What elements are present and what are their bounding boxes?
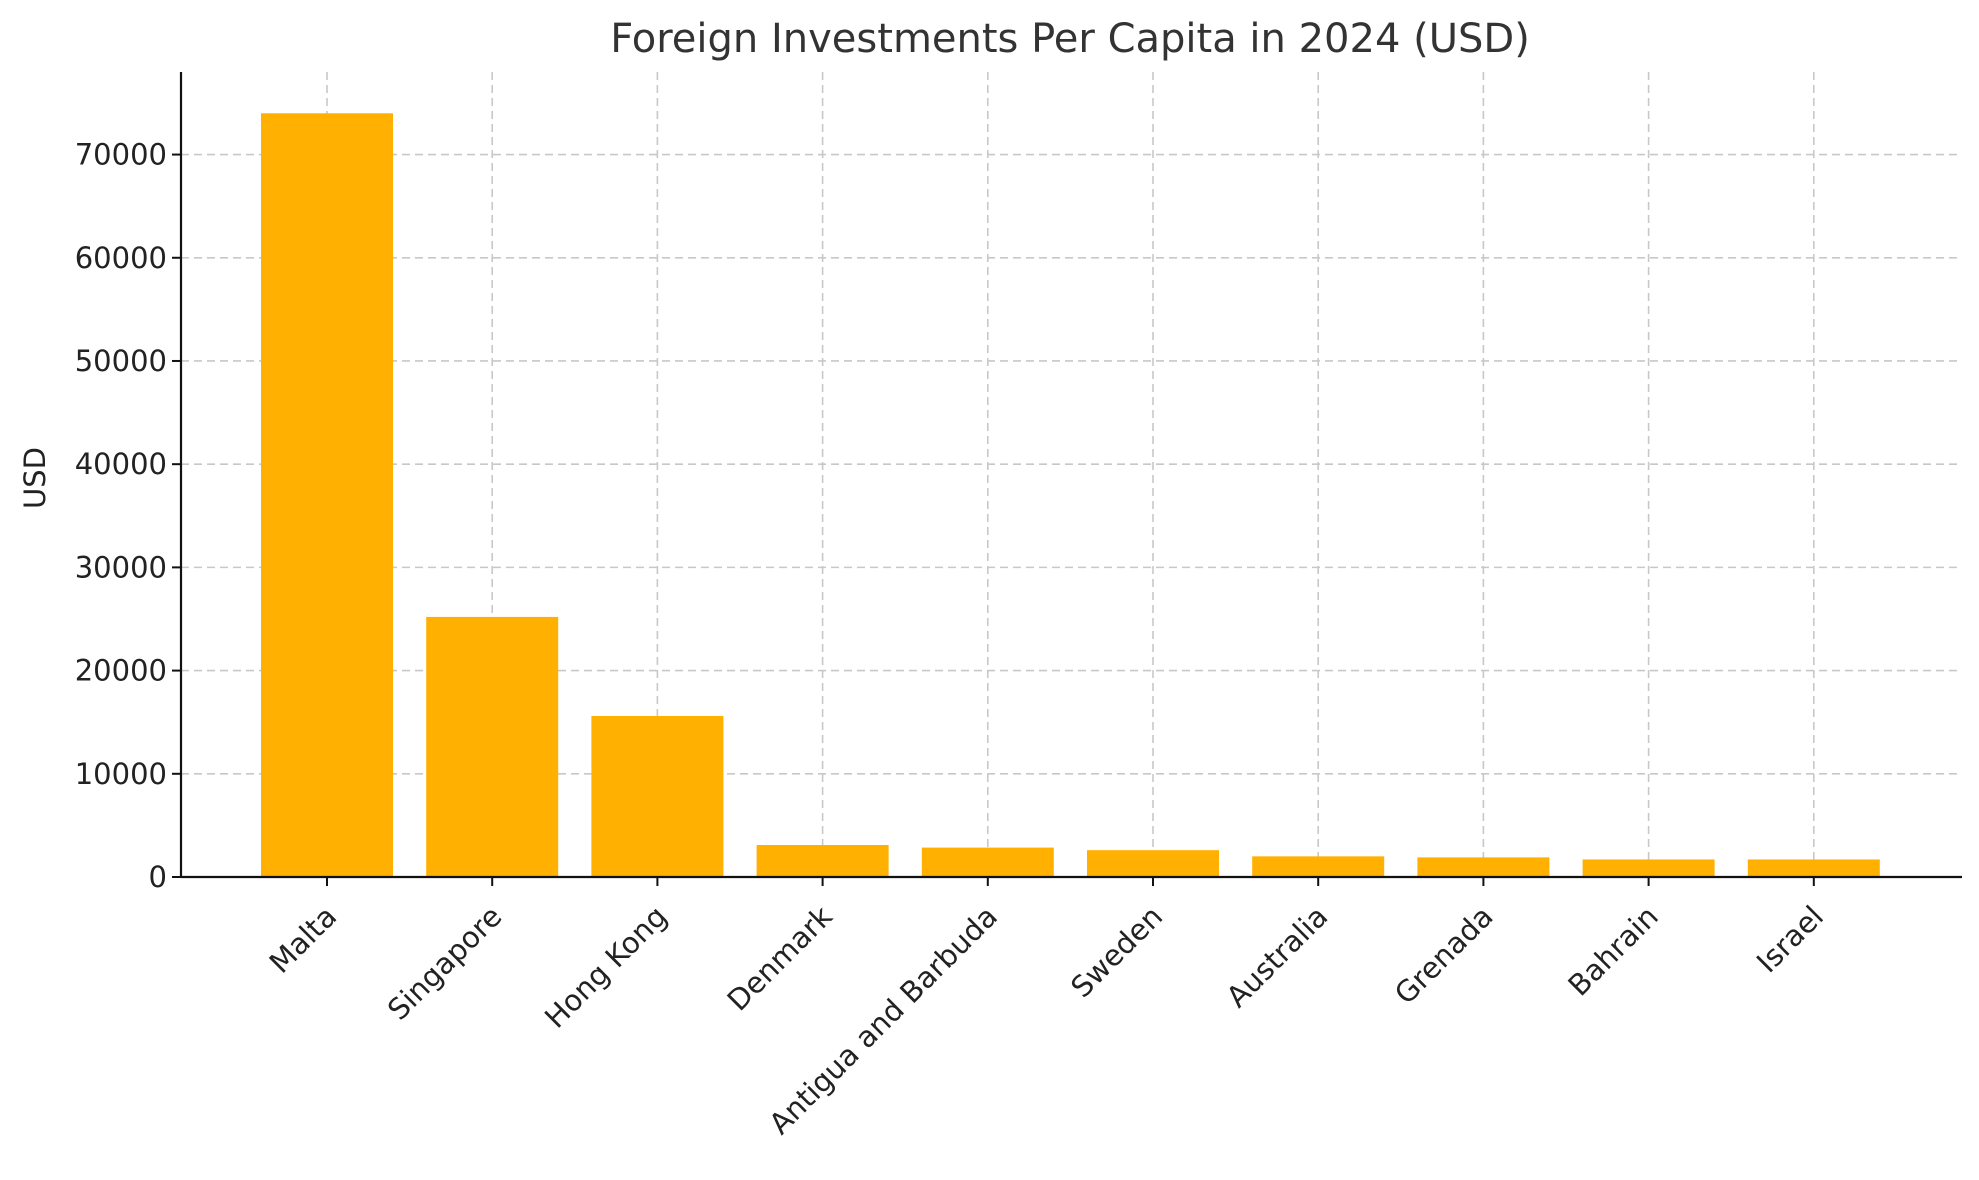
x-tick-label: Australia [1220,899,1335,1014]
y-axis-label: USD [18,447,52,509]
x-tick-label: Israel [1750,899,1830,979]
x-tick-label: Malta [263,899,344,980]
y-tick-label: 30000 [75,550,167,584]
x-tick-label: Singapore [381,899,509,1027]
bar [591,716,724,877]
y-tick-label: 50000 [75,344,167,378]
x-tick-label: Bahrain [1561,899,1664,1002]
y-tick-label: 20000 [75,654,167,688]
bar [1252,856,1385,877]
x-tick-label: Grenada [1388,899,1500,1011]
chart-title: Foreign Investments Per Capita in 2024 (… [610,16,1530,62]
y-tick-label: 10000 [75,757,167,791]
bar [1417,857,1550,877]
bars [261,113,1880,878]
y-tick-label: 60000 [75,241,167,275]
y-tick-label: 0 [149,860,167,894]
y-tick-label: 70000 [75,138,167,172]
bar [261,113,393,878]
bar [756,845,889,877]
bar [1087,850,1219,877]
bar [921,847,1054,877]
y-tick-label: 40000 [75,447,167,481]
bar [1582,859,1715,877]
x-tick-label: Hong Kong [538,899,674,1035]
bar [1747,859,1880,877]
x-tick-label: Sweden [1064,899,1169,1004]
y-tick-labels: 0 10000 20000 30000 40000 50000 60000 70000 [75,138,167,894]
axes [172,72,1962,886]
x-tick-label: Denmark [721,899,839,1017]
bar [426,616,559,877]
